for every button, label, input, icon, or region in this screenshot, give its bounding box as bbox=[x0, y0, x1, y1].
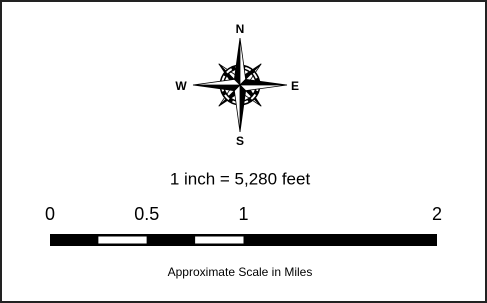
scale-tick-label: 0.5 bbox=[134, 204, 159, 224]
scale-segment bbox=[147, 237, 195, 244]
east-label: E bbox=[291, 79, 299, 93]
scale-segment bbox=[244, 237, 438, 244]
scale-statement: 1 inch = 5,280 feet bbox=[170, 169, 311, 188]
scale-segment bbox=[98, 237, 146, 244]
scale-tick-label: 1 bbox=[238, 204, 248, 224]
west-label: W bbox=[175, 79, 187, 93]
scale-tick-label: 2 bbox=[432, 204, 442, 224]
legend-frame bbox=[1, 1, 486, 302]
scale-caption: Approximate Scale in Miles bbox=[168, 265, 313, 279]
scale-tick-label: 0 bbox=[45, 204, 55, 224]
map-legend: N W E S 1 inch = 5,280 feet 0 0.5 1 2 Appro… bbox=[0, 0, 487, 303]
north-label: N bbox=[236, 22, 245, 36]
scale-segment bbox=[50, 237, 98, 244]
scale-segment bbox=[195, 237, 243, 244]
south-label: S bbox=[236, 134, 244, 148]
